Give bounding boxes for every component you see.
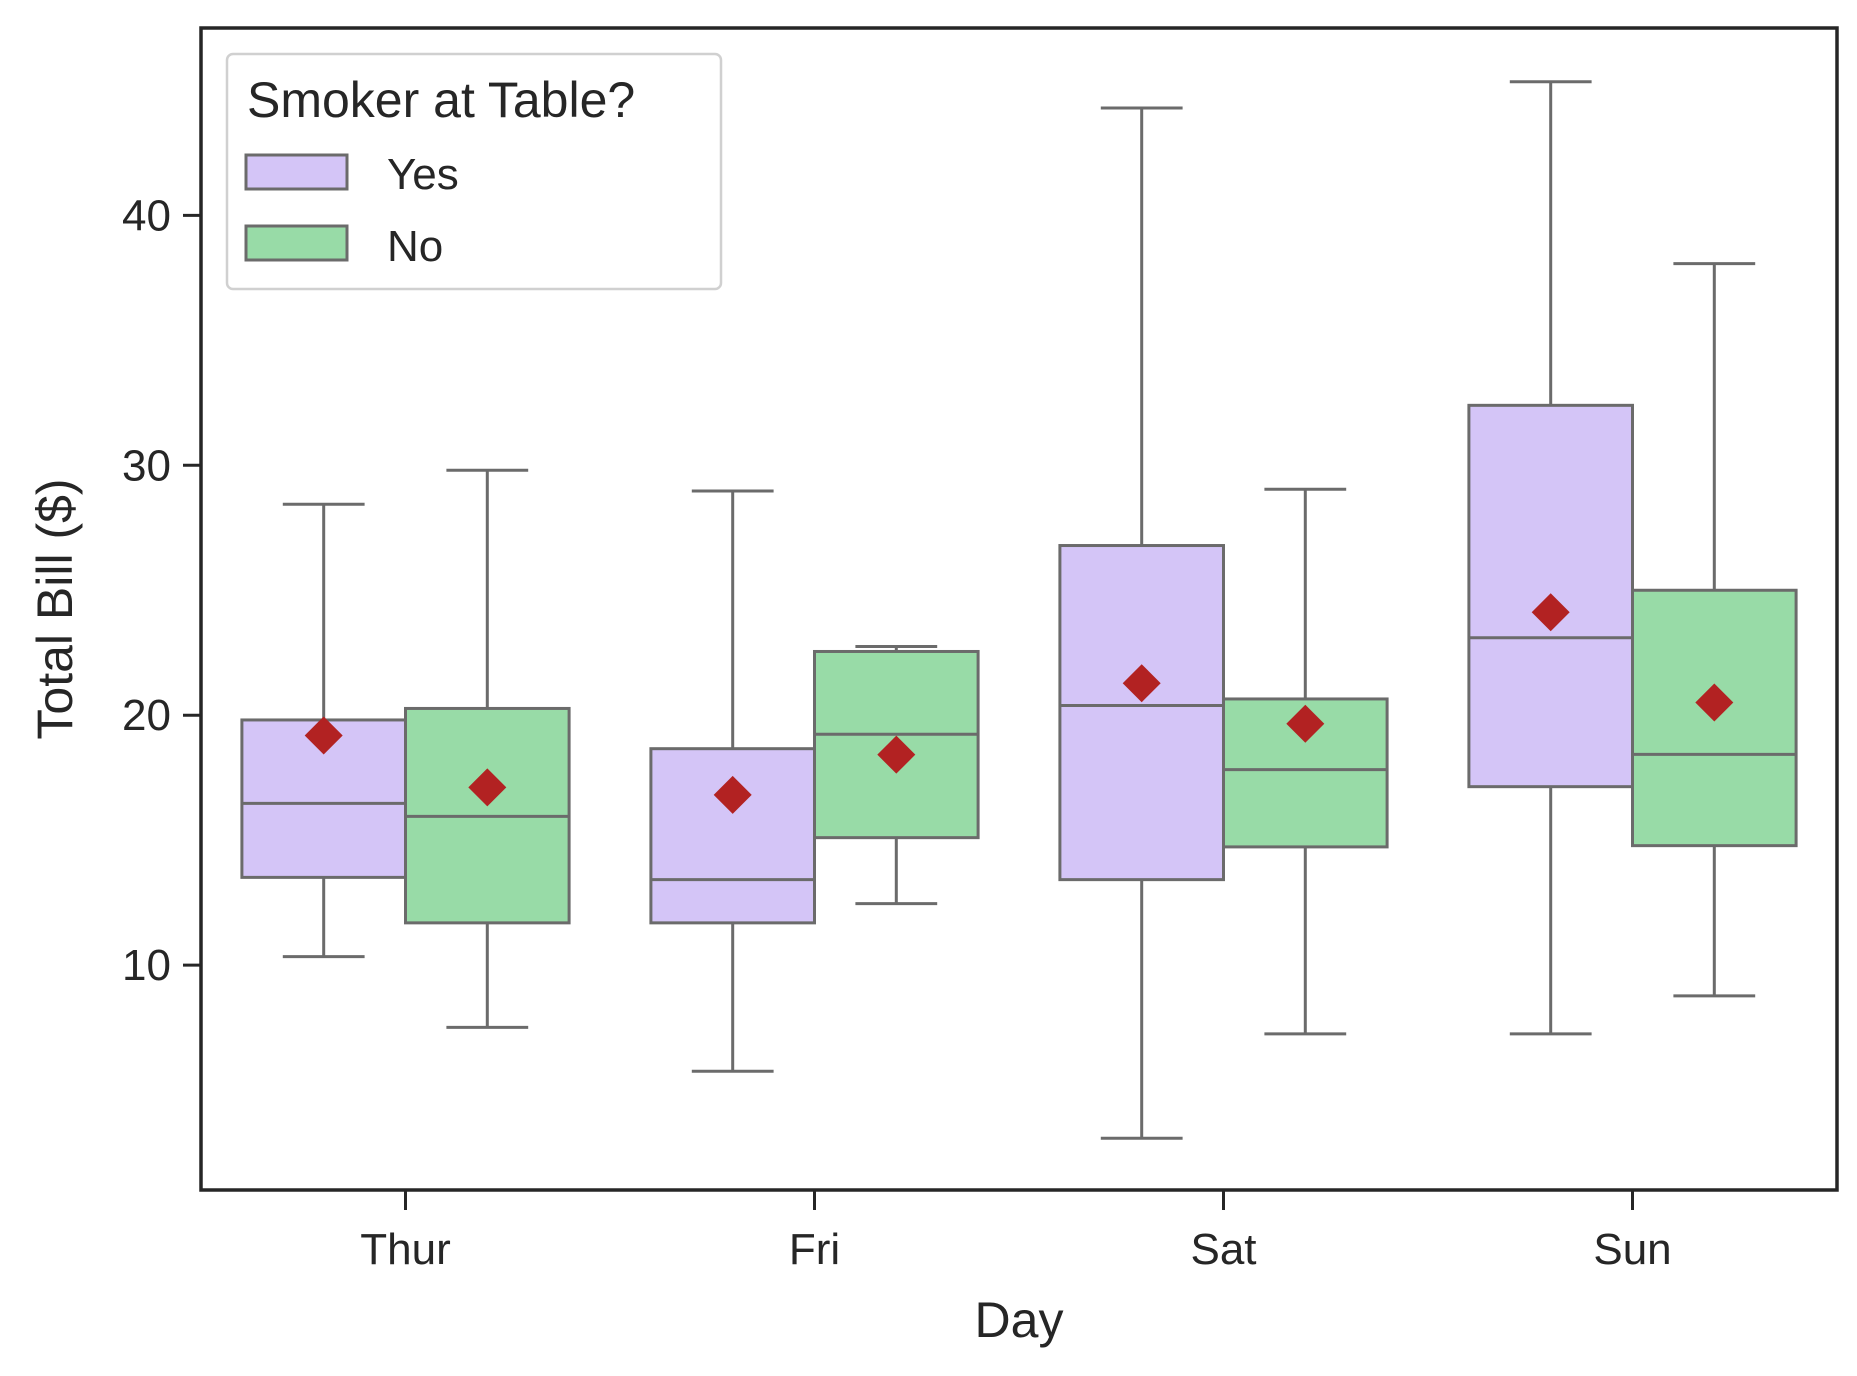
mean-marker-no-thur	[468, 768, 507, 807]
y-tick-label-40: 40	[122, 191, 171, 240]
x-tick-label-fri: Fri	[789, 1225, 840, 1274]
mean-marker-yes-sun	[1531, 593, 1570, 632]
box-group-yes-sun	[1467, 80, 1635, 1036]
box-yes-sun	[1467, 403, 1635, 789]
box-yes-sat	[1058, 544, 1226, 882]
mean-marker-yes-sat	[1122, 664, 1161, 703]
mean-marker-yes-thur	[304, 716, 343, 755]
mean-marker-no-fri	[877, 735, 916, 774]
box-group-no-fri	[813, 644, 980, 906]
mean-marker-no-sun	[1695, 683, 1734, 722]
y-tick-label-10: 10	[122, 941, 171, 990]
y-tick-label-30: 30	[122, 441, 171, 490]
axes-frame	[199, 26, 1839, 1192]
box-yes-fri	[649, 747, 817, 925]
box-group-no-sat	[1222, 487, 1389, 1036]
y-axis-title: Total Bill ($)	[27, 478, 83, 739]
plot-area	[240, 80, 1798, 1140]
mean-marker-no-sat	[1286, 704, 1325, 743]
legend-label-no: No	[387, 222, 443, 271]
y-axis: 10 20 30 40	[122, 191, 201, 990]
legend-label-yes: Yes	[387, 150, 459, 199]
legend-swatch-yes	[244, 153, 349, 191]
y-tick-label-20: 20	[122, 691, 171, 740]
x-tick-label-sat: Sat	[1190, 1225, 1256, 1274]
box-group-no-thur	[404, 468, 571, 1029]
x-tick-label-thur: Thur	[360, 1225, 450, 1274]
mean-marker-yes-fri	[713, 775, 752, 814]
x-axis-title: Day	[975, 1292, 1064, 1348]
legend: Smoker at Table? Yes No	[225, 52, 723, 291]
box-group-no-sun	[1631, 262, 1798, 998]
box-group-yes-fri	[649, 489, 817, 1073]
legend-frame	[225, 52, 723, 291]
box-group-yes-sat	[1058, 106, 1226, 1140]
legend-title: Smoker at Table?	[247, 72, 635, 128]
legend-swatch-no	[244, 224, 349, 262]
box-group-yes-thur	[240, 502, 407, 959]
x-axis: Thur Fri Sat Sun	[360, 1190, 1672, 1274]
x-tick-label-sun: Sun	[1593, 1225, 1671, 1274]
